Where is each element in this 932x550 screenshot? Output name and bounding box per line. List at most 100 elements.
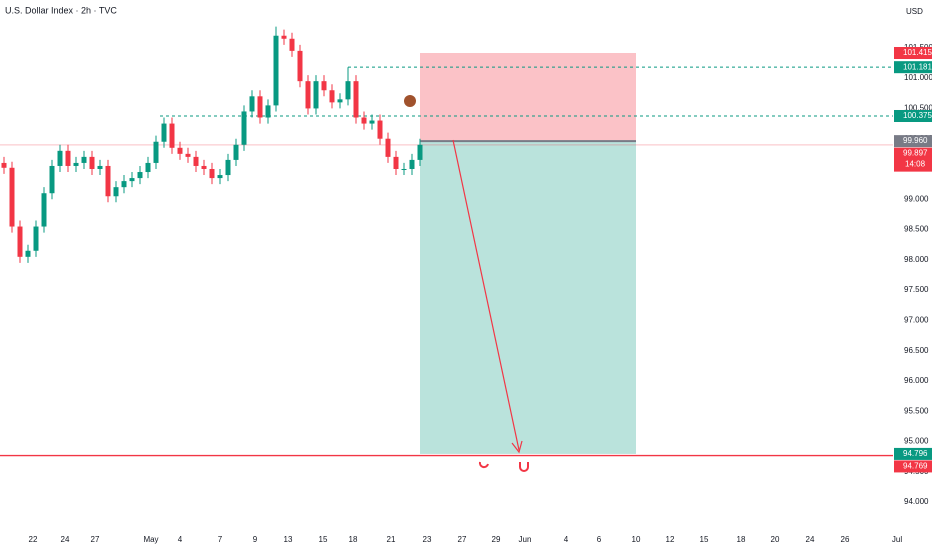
candle-body	[329, 90, 335, 103]
price-label: 99.897	[903, 149, 928, 158]
y-tick-label: 95.500	[904, 406, 929, 415]
x-tick-label: 20	[771, 535, 780, 544]
candle-body	[25, 250, 31, 257]
candle-body	[97, 165, 103, 169]
candle-body	[393, 156, 399, 169]
candle-body	[321, 81, 327, 91]
x-tick-label: Jun	[519, 535, 532, 544]
candle-body	[249, 96, 255, 112]
candles	[1, 26, 423, 263]
candle-body	[265, 105, 271, 118]
candle-body	[233, 144, 239, 160]
x-tick-label: 10	[632, 535, 641, 544]
candle-body	[17, 226, 23, 257]
bear-icon	[404, 95, 416, 107]
x-tick-label: 27	[91, 535, 100, 544]
y-tick-label: 97.000	[904, 316, 929, 325]
x-tick-label: 15	[700, 535, 709, 544]
candle-body	[209, 168, 215, 179]
x-tick-label: 6	[597, 535, 602, 544]
x-tick-label: 12	[666, 535, 675, 544]
price-label: 101.181	[903, 62, 932, 71]
x-tick-label: May	[143, 535, 158, 544]
candle-body	[289, 38, 295, 51]
currency: USD	[906, 7, 923, 16]
candle-body	[225, 159, 231, 176]
candle-body	[401, 168, 407, 170]
x-tick-label: 18	[349, 535, 358, 544]
candle-body	[185, 153, 191, 157]
candle-body	[297, 50, 303, 82]
candle-body	[345, 81, 351, 100]
candle-body	[33, 226, 39, 251]
candle-body	[57, 150, 63, 166]
price-label-box	[894, 135, 932, 148]
y-tick-label: 94.000	[904, 497, 929, 506]
candle-body	[153, 141, 159, 163]
price-label: 99.960	[903, 136, 928, 145]
candle-body	[73, 162, 79, 166]
candle-body	[121, 181, 127, 188]
y-tick-label: 99.000	[904, 194, 929, 203]
candle-body	[193, 156, 199, 166]
magnet-icon	[478, 461, 489, 469]
x-tick-label: 27	[458, 535, 467, 544]
forecast-arrow	[452, 139, 520, 451]
candle-body	[409, 159, 415, 169]
x-tick-label: 24	[806, 535, 815, 544]
candle-body	[137, 172, 143, 179]
candle-body	[145, 162, 151, 173]
price-label-box	[894, 447, 932, 460]
target-zone	[420, 141, 636, 454]
candle-body	[81, 156, 87, 163]
x-tick-label: 15	[319, 535, 328, 544]
price-label-box	[894, 61, 932, 74]
candle-body	[281, 35, 287, 39]
candle-body	[129, 178, 135, 182]
countdown: 14:08	[905, 160, 926, 169]
price-label-box	[894, 460, 932, 473]
x-tick-label: 26	[841, 535, 850, 544]
x-tick-label: 23	[423, 535, 432, 544]
x-tick-label: 7	[218, 535, 223, 544]
y-tick-label: 100.500	[904, 104, 932, 113]
candle-body	[169, 123, 175, 148]
chart-title: U.S. Dollar Index · 2h · TVC	[5, 5, 117, 15]
price-label-box	[894, 47, 932, 59]
x-tick-label: 4	[564, 535, 569, 544]
candle-body	[273, 35, 279, 106]
y-tick-label: 97.500	[904, 285, 929, 294]
y-tick-label: 96.500	[904, 346, 929, 355]
y-tick-label: 101.000	[904, 73, 932, 82]
x-tick-label: 18	[737, 535, 746, 544]
candle-body	[337, 99, 343, 103]
candle-body	[41, 193, 47, 227]
price-label-box	[894, 147, 932, 172]
candle-body	[257, 96, 263, 118]
candle-body	[377, 120, 383, 139]
price-label: 94.769	[903, 462, 928, 471]
x-tick-label: 24	[61, 535, 70, 544]
stop-zone	[420, 53, 636, 142]
y-tick-label: 98.000	[904, 255, 929, 264]
price-label-box	[894, 109, 932, 122]
candle-body	[177, 147, 183, 154]
level-lines	[0, 66, 893, 457]
position-tool	[420, 53, 636, 454]
candle-body	[369, 120, 375, 124]
x-tick-label: 22	[29, 535, 38, 544]
candle-body	[385, 138, 391, 157]
candle-body	[217, 175, 223, 179]
candle-body	[49, 165, 55, 194]
x-tick-label: 9	[253, 535, 258, 544]
candle-body	[89, 156, 95, 169]
x-tick-label: 13	[284, 535, 293, 544]
candle-body	[201, 165, 207, 169]
candle-body	[241, 111, 247, 145]
candle-body	[113, 187, 119, 197]
price-label: 100.375	[903, 111, 932, 120]
candle-body	[9, 167, 15, 227]
axes: 94.00094.50095.00095.50096.00096.50097.0…	[29, 43, 932, 544]
candle-body	[353, 81, 359, 118]
